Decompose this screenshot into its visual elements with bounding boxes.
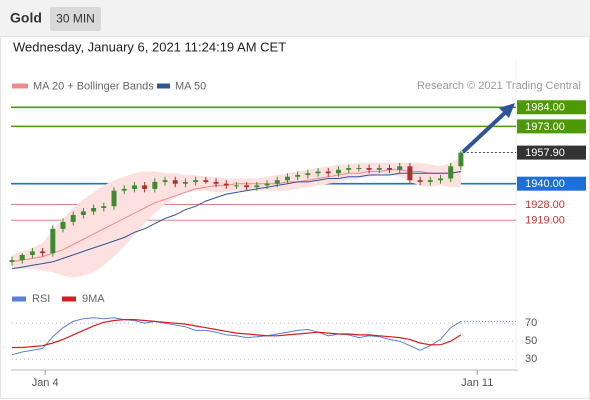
ma-line (11, 171, 461, 270)
y-tick-label: 50 (525, 335, 537, 347)
level-label: 1940.00 (525, 178, 565, 190)
candle-body (315, 171, 321, 174)
timestamp: Wednesday, January 6, 2021 11:24:19 AM C… (13, 39, 286, 54)
candle-body (366, 168, 372, 170)
plot-layer: 1984.00 1973.00 1957.90 1940.00 1928.00 1919.… (9, 80, 586, 389)
legend-swatch (12, 296, 26, 302)
candle-body (376, 168, 382, 170)
candle-body (356, 168, 362, 170)
level-label: 1973.00 (525, 121, 565, 133)
candle-body (40, 251, 46, 254)
candle-body (407, 166, 413, 181)
legend-swatch (62, 296, 76, 302)
candle-body (60, 221, 66, 229)
candle-body (417, 180, 423, 182)
candle-body (9, 260, 15, 262)
level-label-box (517, 145, 586, 160)
candle-body (427, 180, 433, 182)
forecast-arrow (461, 108, 510, 154)
candle-body (335, 169, 341, 174)
candle-body (80, 211, 86, 215)
y-tick-label: 70 (525, 317, 537, 329)
candle-body (111, 190, 117, 207)
candle-body (397, 166, 403, 170)
timeframe-label[interactable]: 30 MIN (56, 12, 95, 26)
level-label-box (517, 176, 586, 191)
candle-body (223, 183, 229, 186)
level-label: 1928.00 (525, 199, 565, 211)
legend-label: MA 50 (175, 80, 206, 92)
candle-body (233, 185, 239, 187)
candle-body (295, 175, 301, 177)
level-label-box (517, 100, 586, 115)
candle-body (386, 168, 392, 170)
level-label-box (517, 119, 586, 134)
candle-body (131, 185, 137, 189)
indicator-line (12, 319, 462, 349)
indicator-line (11, 317, 462, 356)
y-tick-label: 30 (525, 353, 537, 365)
candle-body (91, 208, 97, 212)
candle-body (162, 180, 168, 182)
candle-body (264, 183, 270, 186)
candle-body (70, 214, 76, 222)
candle-body (254, 185, 260, 188)
candle-body (284, 176, 290, 181)
legend-label: RSI (32, 293, 50, 305)
candle-body (203, 180, 209, 182)
candle-body (101, 206, 107, 208)
candle-body (213, 181, 219, 184)
legend-label: 9MA (82, 293, 105, 305)
candle-body (19, 254, 25, 261)
candle-body (172, 180, 178, 184)
candle-body (121, 188, 127, 191)
instrument-title: Gold (10, 10, 42, 26)
candle-body (305, 173, 311, 175)
timeframe-button[interactable] (50, 7, 101, 31)
level-label: 1984.00 (525, 102, 565, 114)
source-note: Research © 2021 Trading Central (417, 80, 581, 92)
candle-body (142, 185, 148, 189)
candle-body (193, 180, 199, 182)
x-tick-label: Jan 4 (32, 377, 59, 389)
legend-swatch (12, 83, 28, 89)
candle-body (274, 180, 280, 184)
legend-swatch (157, 83, 170, 89)
candle-body (448, 166, 454, 179)
candle-body (50, 228, 56, 254)
candle-body (152, 181, 158, 189)
candle-body (458, 152, 464, 167)
level-label: 1957.90 (525, 147, 565, 159)
candle-body (182, 181, 188, 184)
x-tick-label: Jan 11 (461, 377, 493, 389)
legend-label: MA 20 + Bollinger Bands (33, 80, 154, 92)
forecast-arrowhead (499, 103, 515, 118)
candle-body (346, 168, 352, 170)
candle-body (29, 251, 35, 255)
candle-body (325, 171, 331, 174)
level-label: 1919.00 (525, 215, 565, 227)
candle-body (438, 178, 444, 181)
candle-body (244, 185, 250, 188)
